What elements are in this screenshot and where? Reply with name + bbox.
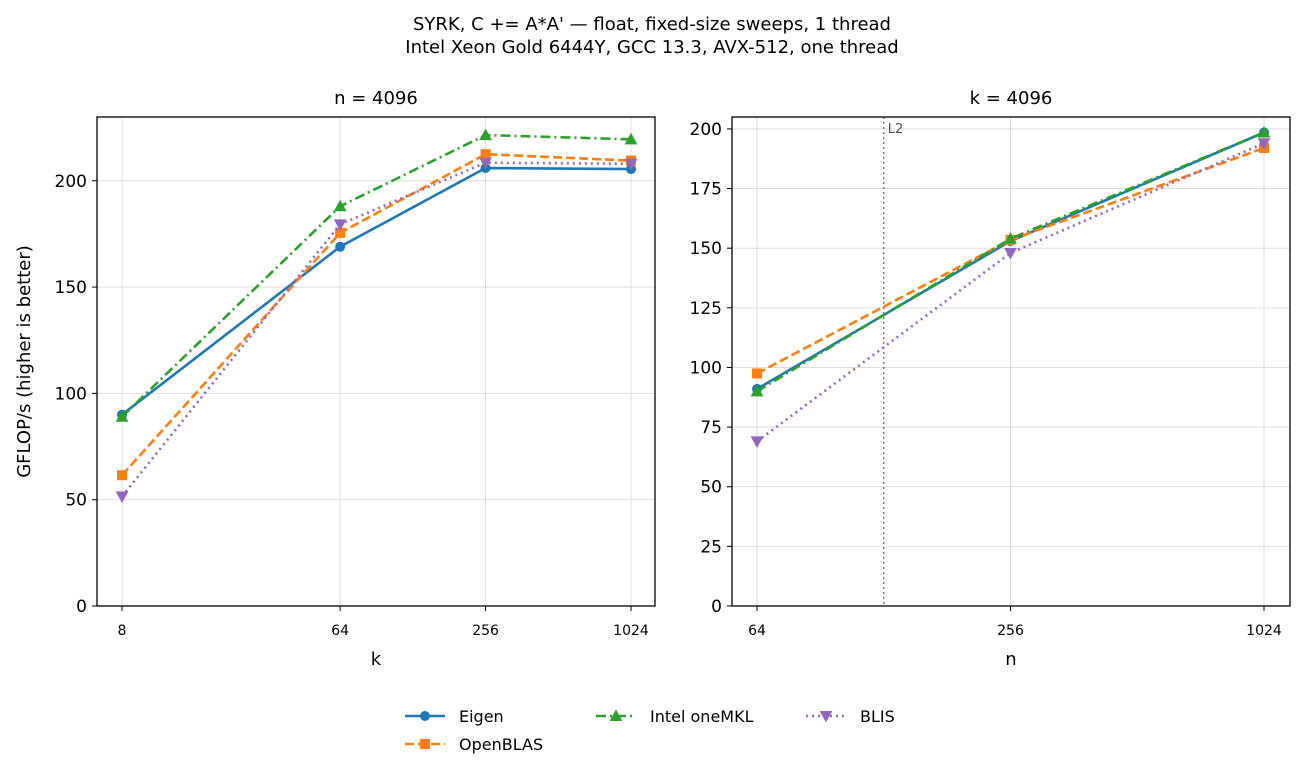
data-point [624, 132, 638, 145]
x-tick-label: 256 [997, 623, 1024, 639]
legend-label: Intel oneMKL [650, 707, 754, 726]
data-point [1004, 247, 1017, 260]
x-tick-label: 64 [331, 623, 349, 639]
y-tick-label: 200 [55, 172, 87, 192]
figure-title-line1: SYRK, C += A*A' — float, fixed-size swee… [413, 14, 891, 35]
series-line [120, 161, 632, 498]
data-point [1257, 138, 1271, 150]
legend-marker [609, 709, 623, 721]
y-tick-label: 100 [690, 358, 722, 378]
data-point [479, 157, 492, 170]
legend-marker [420, 711, 430, 721]
panel-title: n = 4096 [334, 88, 418, 109]
x-tick-label: 1024 [613, 623, 649, 639]
data-point [333, 199, 347, 212]
y-tick-label: 0 [76, 597, 87, 617]
legend-label: OpenBLAS [459, 735, 543, 754]
data-point [750, 384, 764, 397]
data-point [624, 158, 638, 171]
data-point [1004, 232, 1017, 244]
x-tick-label: 8 [118, 623, 127, 639]
series-line [121, 133, 632, 418]
y-tick-label: 100 [55, 384, 87, 404]
y-tick-label: 0 [711, 597, 722, 617]
y-axis-label: GFLOP/s (higher is better) [14, 245, 35, 478]
data-point [750, 436, 764, 448]
data-point [479, 128, 492, 141]
y-tick-label: 125 [690, 299, 722, 319]
data-point [115, 491, 129, 504]
figure-title-line2: Intel Xeon Gold 6444Y, GCC 13.3, AVX-512… [405, 37, 898, 58]
data-point [333, 219, 347, 231]
legend-entry: OpenBLAS [405, 735, 543, 754]
x-tick-label: 1024 [1246, 623, 1282, 639]
panel-1: 8 64 256 1024 0 50 100 150 200 n = 4096 k GFLOP/s (… [14, 88, 656, 670]
data-point [1257, 125, 1271, 138]
series-blis [750, 138, 1271, 448]
legend-label: Eigen [459, 707, 504, 726]
series-line [121, 166, 632, 416]
data-point [115, 410, 129, 422]
legend-entry: Intel oneMKL [596, 707, 754, 726]
x-tick-label: 256 [472, 623, 499, 639]
x-axis-label: n [1005, 649, 1016, 670]
y-tick-label: 200 [690, 120, 722, 140]
y-tick-label: 150 [55, 278, 87, 298]
y-tick-label: 25 [700, 537, 722, 557]
legend-label: BLIS [860, 707, 895, 726]
series-intel-onemkl [115, 128, 638, 422]
y-tick-label: 75 [700, 418, 722, 438]
data-point [480, 149, 491, 160]
data-point [752, 368, 762, 379]
x-axis-label: k [371, 649, 382, 670]
legend-marker [420, 739, 430, 749]
data-point [117, 470, 127, 481]
plot-frame [96, 116, 656, 607]
legend: Eigen OpenBLAS Intel oneMKL BLIS [405, 707, 895, 754]
data-point [335, 241, 346, 252]
series-blis [115, 157, 638, 504]
panel-title: k = 4096 [970, 88, 1053, 109]
l2-reference-label: L2 [888, 122, 904, 137]
legend-marker [819, 711, 833, 723]
legend-entry: Eigen [405, 707, 504, 726]
panel-2: L2 64 256 1024 0 25 50 75 100 125 150 175 200 k = 409… [690, 88, 1291, 670]
legend-entry: BLIS [806, 707, 895, 726]
y-tick-label: 150 [690, 239, 722, 259]
series-intel-onemkl [750, 125, 1271, 397]
x-tick-label: 64 [748, 623, 766, 639]
y-tick-label: 50 [700, 478, 722, 498]
y-tick-label: 50 [65, 491, 87, 511]
y-tick-label: 175 [690, 180, 722, 200]
